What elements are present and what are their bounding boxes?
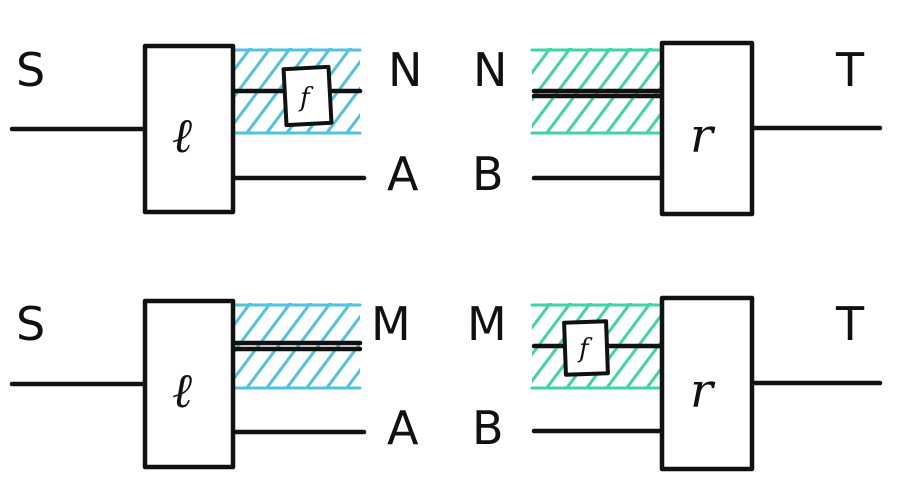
- bottom-label-s: S: [16, 297, 45, 351]
- hatch-stroke: [304, 314, 360, 389]
- hatch-stroke: [532, 48, 552, 76]
- bottom-right-box-label: r: [690, 363, 716, 419]
- hatch-stroke: [344, 367, 360, 389]
- top-right-box: [659, 40, 755, 217]
- bottom-label-b: B: [472, 401, 504, 455]
- bottom-diagram: S ℓ M A M f B r T: [9, 295, 883, 472]
- bottom-left-box-label: ℓ: [172, 363, 192, 419]
- hatch-stroke: [644, 365, 662, 389]
- bottom-label-t: T: [835, 297, 865, 351]
- hatch-stroke: [284, 303, 352, 389]
- top-f-box: [281, 64, 334, 128]
- hatch-stroke: [232, 303, 252, 331]
- bottom-label-a: A: [387, 401, 419, 455]
- top-diagram: S ℓ f N A N B r T: [9, 40, 883, 217]
- hatch-stroke: [232, 48, 252, 76]
- bottom-f-box: [562, 319, 610, 377]
- top-right-box-label: r: [690, 108, 716, 164]
- hatch-stroke: [232, 303, 292, 384]
- top-left-box: [142, 43, 236, 215]
- hatch-stroke: [324, 341, 360, 389]
- hatch-stroke: [264, 303, 332, 389]
- top-label-a: A: [387, 147, 419, 201]
- hatch-stroke: [644, 110, 662, 134]
- bottom-left-box: [142, 298, 236, 470]
- hatch-stroke: [232, 303, 272, 357]
- top-label-s: S: [16, 43, 45, 97]
- top-label-t: T: [835, 43, 865, 97]
- top-label-left-n: N: [388, 43, 422, 97]
- hatch-stroke: [532, 303, 552, 331]
- top-label-right-n: N: [473, 43, 507, 97]
- bottom-label-left-m: M: [371, 297, 411, 351]
- top-label-b: B: [472, 147, 504, 201]
- top-left-box-label: ℓ: [172, 108, 192, 164]
- hatch-stroke: [344, 112, 360, 134]
- bottom-label-right-m: M: [467, 297, 507, 351]
- hatch-stroke: [244, 303, 312, 389]
- bottom-right-box: [659, 295, 755, 472]
- bottom-left-hatch: [230, 303, 362, 390]
